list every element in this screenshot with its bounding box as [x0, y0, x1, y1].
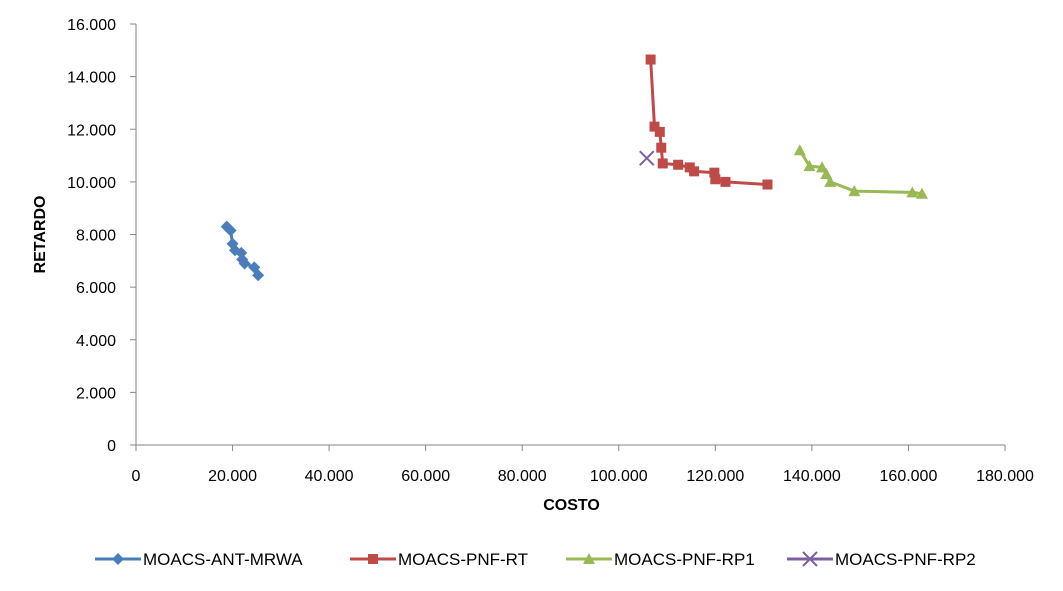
- x-tick-label: 100.000: [590, 468, 648, 485]
- data-point: [224, 224, 237, 237]
- data-point: [639, 150, 655, 166]
- axes: 0 2.000 4.000 6.000 8.000 10.000 12.000 14.000 1…: [67, 17, 1034, 485]
- y-tick-label: 2.000: [76, 385, 116, 402]
- data-point: [793, 144, 806, 156]
- legend-marker: [368, 554, 378, 564]
- legend-item-1: MOACS-ANT-MRWA: [95, 550, 303, 569]
- x-tick-label: 160.000: [880, 468, 938, 485]
- y-tick-label: 4.000: [76, 333, 116, 350]
- x-tick-label: 180.000: [976, 468, 1034, 485]
- data-point: [762, 179, 773, 190]
- series-layer: [220, 54, 928, 282]
- legend-marker: [583, 553, 595, 564]
- data-point: [654, 126, 665, 137]
- data-point: [709, 167, 720, 178]
- data-point: [816, 161, 829, 173]
- data-point: [252, 269, 265, 282]
- x-tick-label: 0: [132, 468, 141, 485]
- legend-label: MOACS-PNF-RP2: [835, 550, 976, 569]
- data-point: [803, 160, 816, 172]
- legend-item-3: MOACS-PNF-RP1: [566, 550, 755, 569]
- x-tick-label: 80.000: [498, 468, 547, 485]
- data-point: [710, 174, 721, 185]
- y-tick-label: 0: [107, 438, 116, 455]
- legend-label: MOACS-PNF-RP1: [614, 550, 755, 569]
- data-point: [673, 159, 684, 170]
- data-point: [645, 54, 656, 65]
- x-tick-label: 60.000: [401, 468, 450, 485]
- x-tick-label: 20.000: [208, 468, 257, 485]
- y-tick-label: 6.000: [76, 280, 116, 297]
- series-3: [793, 144, 928, 199]
- legend-marker: [112, 553, 124, 565]
- data-point: [689, 166, 700, 177]
- series-4: [639, 150, 655, 166]
- data-point: [238, 257, 251, 270]
- y-axis-title: RETARDO: [32, 196, 49, 274]
- legend-item-4: MOACS-PNF-RP2: [787, 550, 976, 569]
- data-point: [235, 246, 248, 259]
- x-tick-label: 40.000: [305, 468, 354, 485]
- data-point: [656, 142, 667, 153]
- legend: MOACS-ANT-MRWA MOACS-PNF-RT MOACS-PNF-RP1 M…: [95, 550, 976, 569]
- y-tick-label: 14.000: [67, 70, 116, 87]
- series-1: [220, 220, 265, 282]
- legend-label: MOACS-PNF-RT: [398, 550, 528, 569]
- series-line: [649, 59, 768, 187]
- data-point: [906, 186, 919, 198]
- data-point: [649, 121, 660, 132]
- series-2: [645, 54, 773, 190]
- y-tick-label: 10.000: [67, 175, 116, 192]
- x-tick-label: 120.000: [686, 468, 744, 485]
- x-tick-label: 140.000: [783, 468, 841, 485]
- data-point: [915, 187, 928, 199]
- y-tick-label: 12.000: [67, 122, 116, 139]
- y-tick-label: 16.000: [67, 17, 116, 34]
- y-tick-label: 8.000: [76, 228, 116, 245]
- legend-label: MOACS-ANT-MRWA: [143, 550, 303, 569]
- x-axis-title: COSTO: [543, 497, 600, 514]
- data-point: [657, 158, 668, 169]
- legend-marker: [802, 551, 818, 567]
- legend-item-2: MOACS-PNF-RT: [350, 550, 528, 569]
- data-point: [824, 175, 837, 187]
- data-point: [720, 176, 731, 187]
- data-point: [820, 167, 833, 179]
- data-point: [848, 185, 861, 197]
